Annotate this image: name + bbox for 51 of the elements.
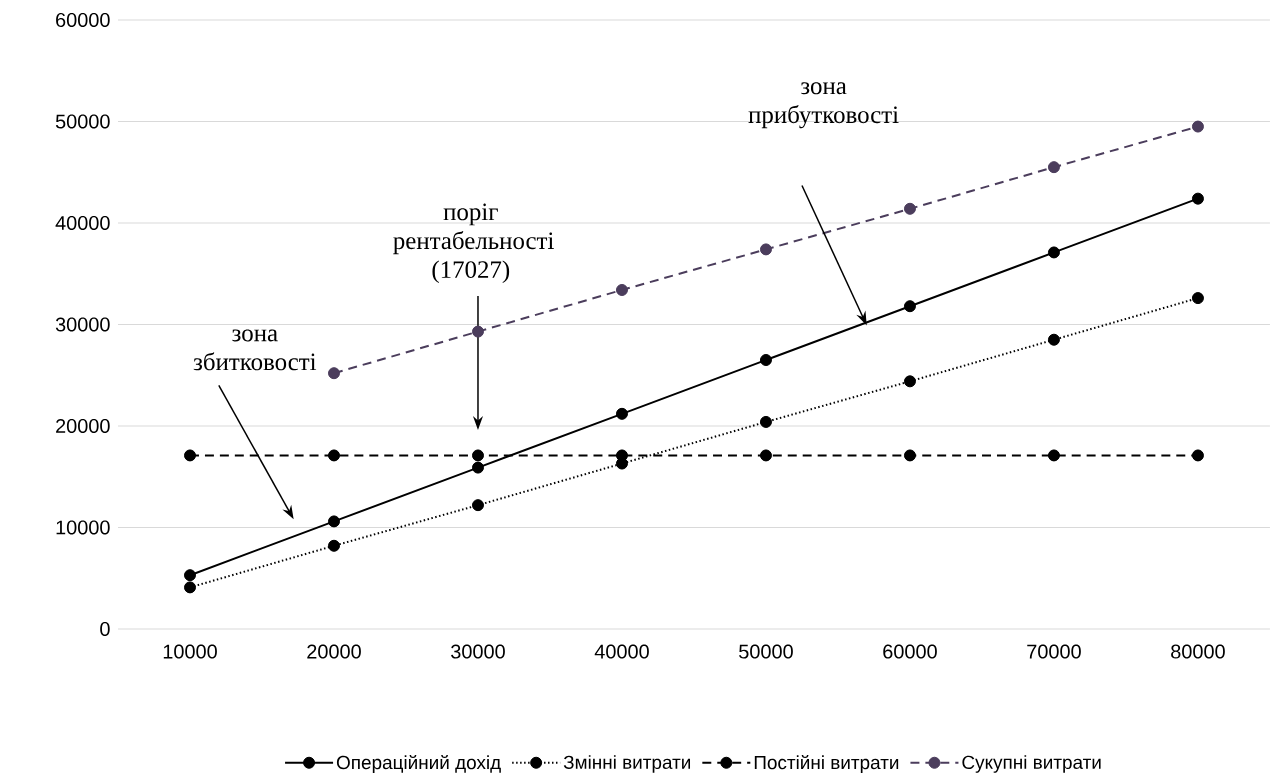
point <box>1047 449 1060 462</box>
point <box>759 354 772 367</box>
point <box>328 515 340 528</box>
point <box>903 449 916 462</box>
legend-label: Змінні витрати <box>563 755 691 774</box>
x-tick-label: 60000 <box>883 644 937 659</box>
y-tick-label: 40000 <box>55 216 110 231</box>
y-tick-label: 60000 <box>56 13 110 28</box>
point <box>471 461 484 474</box>
x-tick-label: 30000 <box>451 644 505 659</box>
annotation: поріг рентабельності (17027) <box>393 203 554 284</box>
x-tick-label: 10000 <box>163 644 217 659</box>
point <box>471 449 484 462</box>
point <box>471 325 484 338</box>
y-tick-label: 20000 <box>56 419 110 434</box>
point <box>328 540 340 553</box>
point <box>903 375 916 388</box>
x-tick-label: 40000 <box>594 644 649 659</box>
point <box>759 449 772 462</box>
point <box>903 203 916 216</box>
point <box>471 499 484 512</box>
point <box>615 284 628 297</box>
x-tick-label: 70000 <box>1027 644 1081 659</box>
x-tick-label: 80000 <box>1171 644 1225 659</box>
x-tick-label: 20000 <box>307 644 361 659</box>
y-tick-label: 30000 <box>55 317 110 332</box>
legend-label: Постійні витрати <box>754 755 899 774</box>
point <box>328 449 340 462</box>
y-tick-label: 50000 <box>55 114 110 129</box>
point <box>1191 192 1204 205</box>
annotation: зона прибутковості <box>748 82 899 129</box>
point <box>615 408 628 421</box>
x-tick-label: 50000 <box>739 644 793 659</box>
point <box>1191 449 1204 462</box>
point <box>1047 246 1060 259</box>
point <box>759 243 772 256</box>
point <box>184 569 196 582</box>
point <box>1047 161 1060 174</box>
legend-label: Сукупні витрати <box>962 755 1101 774</box>
annotation: зона збитковості <box>193 329 317 371</box>
point <box>184 581 196 594</box>
y-tick-label: 0 <box>100 622 110 637</box>
point <box>759 416 772 429</box>
point <box>1191 120 1204 133</box>
point <box>1047 333 1060 346</box>
point <box>1191 292 1204 305</box>
point <box>328 367 340 380</box>
point <box>184 449 196 462</box>
legend-label: Операційний дохід <box>336 755 501 774</box>
point <box>903 300 916 313</box>
y-tick-label: 10000 <box>56 520 110 535</box>
